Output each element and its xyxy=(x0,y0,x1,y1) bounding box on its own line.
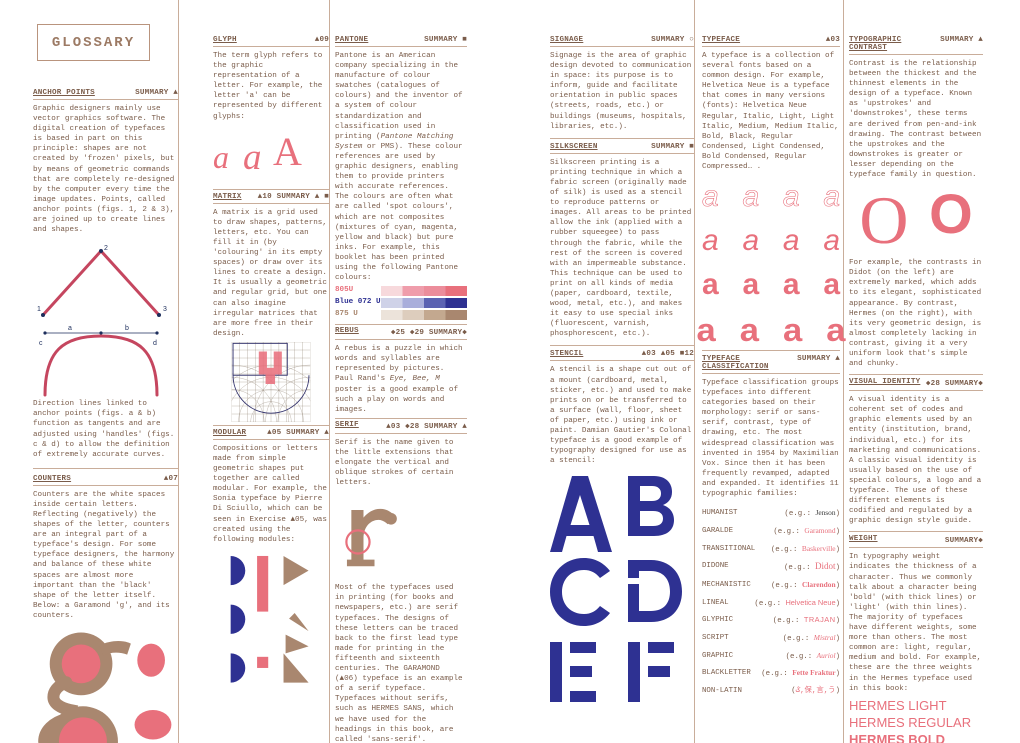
svg-text:c: c xyxy=(39,340,43,347)
svg-text:a: a xyxy=(68,325,72,332)
svg-text:2: 2 xyxy=(104,245,108,252)
svg-text:1: 1 xyxy=(37,306,41,313)
svg-text:3: 3 xyxy=(163,306,167,313)
svg-text:d: d xyxy=(153,340,157,347)
svg-text:b: b xyxy=(125,325,129,332)
